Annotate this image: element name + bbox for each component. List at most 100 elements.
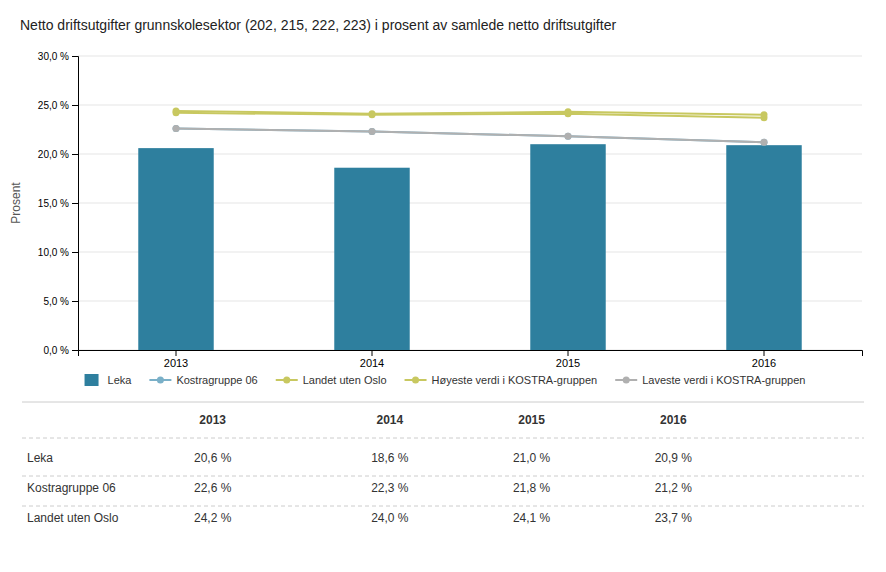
y-tick: 15,0 % (38, 198, 78, 209)
x-tick-mark (568, 350, 569, 356)
legend-label: Kostragruppe 06 (176, 374, 257, 386)
table-cell: 22,3 % (371, 481, 409, 495)
x-tick: 2014 (360, 350, 384, 369)
y-tick-mark (72, 105, 78, 106)
table-cell: 20,9 % (655, 451, 693, 465)
table-cell: 21,8 % (513, 481, 551, 495)
y-tick-label: 5,0 % (43, 296, 69, 307)
y-tick: 10,0 % (38, 247, 78, 258)
point (565, 133, 572, 140)
y-axis-title: Prosent (9, 182, 23, 224)
x-tick: 2016 (752, 350, 776, 369)
line (176, 129, 764, 143)
point (369, 128, 376, 135)
marks (138, 107, 801, 350)
legend-item: Høyeste verdi i KOSTRA-gruppen (405, 374, 598, 386)
y-tick-mark (72, 301, 78, 302)
y-tick: 30,0 % (38, 51, 78, 62)
line (176, 111, 764, 115)
point (761, 139, 768, 146)
grid (78, 56, 862, 350)
y-tick-label: 10,0 % (38, 247, 69, 258)
table-header: 2014 (376, 413, 403, 427)
x-tick-mark (372, 350, 373, 356)
legend-item: Laveste verdi i KOSTRA-gruppen (615, 374, 805, 386)
table-divider (22, 506, 864, 507)
table-cell: 21,2 % (655, 481, 693, 495)
y-tick: 5,0 % (43, 296, 78, 307)
table-cell: 22,6 % (194, 481, 232, 495)
point (173, 107, 180, 114)
bar-series (138, 144, 801, 350)
table-divider (22, 402, 864, 403)
x-tick: 2015 (556, 350, 580, 369)
point (369, 128, 376, 135)
x-tick-label: 2013 (164, 357, 188, 369)
legend-swatch-marker (623, 377, 630, 384)
y-tick-mark (72, 203, 78, 204)
legend-swatch-marker (412, 377, 419, 384)
legend-label: Høyeste verdi i KOSTRA-gruppen (432, 374, 598, 386)
y-axis-line (72, 57, 79, 351)
x-tick-label: 2016 (752, 357, 776, 369)
table-cell: 18,6 % (371, 451, 409, 465)
chart: Netto driftsutgifter grunnskolesektor (2… (0, 0, 886, 572)
legend-item: Kostragruppe 06 (149, 374, 257, 386)
bar (530, 144, 605, 350)
table-header: 2013 (199, 413, 226, 427)
y-tick-mark (72, 154, 78, 155)
plot: 0,0 % 5,0 % 10,0 % 15,0 % 20,0 % 25,0 % 30,0 %… (9, 51, 863, 369)
y-tick-label: 0,0 % (43, 345, 69, 356)
y-tick: 25,0 % (38, 100, 78, 111)
y-tick-label: 15,0 % (38, 198, 69, 209)
legend-label: Leka (108, 374, 133, 386)
x-axis-line (79, 351, 863, 357)
point (761, 111, 768, 118)
y-axis: 0,0 % 5,0 % 10,0 % 15,0 % 20,0 % 25,0 % 30,0 % (38, 51, 79, 356)
legend: Leka Kostragruppe 06 Landet uten Oslo Høyes… (85, 374, 806, 386)
y-tick: 20,0 % (38, 149, 78, 160)
table-divider (22, 438, 864, 439)
grid-line (78, 105, 862, 106)
bar (334, 168, 409, 350)
point (761, 139, 768, 146)
grid-line (78, 56, 862, 57)
title: Netto driftsutgifter grunnskolesektor (2… (20, 17, 616, 33)
point (173, 125, 180, 132)
line-series (173, 125, 768, 146)
table: 2013201420152016Leka20,6 %18,6 %21,0 %20… (22, 402, 864, 525)
y-tick-label: 20,0 % (38, 149, 69, 160)
line (176, 129, 764, 143)
table-header: 2016 (660, 413, 687, 427)
table-cell: 24,1 % (513, 511, 551, 525)
y-tick: 0,0 % (43, 345, 78, 356)
point (173, 125, 180, 132)
legend-label: Landet uten Oslo (303, 374, 387, 386)
line-series (173, 125, 768, 146)
x-tick-mark (176, 350, 177, 356)
bar (726, 145, 801, 350)
point (369, 111, 376, 118)
table-cell: 23,7 % (655, 511, 693, 525)
legend-swatch-marker (157, 377, 164, 384)
table-cell: 24,0 % (371, 511, 409, 525)
legend-item: Landet uten Oslo (276, 374, 387, 386)
table-cell: 24,2 % (194, 511, 232, 525)
y-tick-mark (72, 56, 78, 57)
table-row-label: Kostragruppe 06 (27, 481, 116, 495)
line-series (173, 109, 768, 121)
point (369, 110, 376, 117)
bar (138, 148, 213, 350)
x-tick-mark (764, 350, 765, 356)
legend-swatch-marker (283, 377, 290, 384)
table-header: 2015 (518, 413, 545, 427)
point (565, 133, 572, 140)
legend-label: Laveste verdi i KOSTRA-gruppen (642, 374, 805, 386)
x-axis: 2013 2014 2015 2016 (79, 350, 863, 369)
x-tick-label: 2015 (556, 357, 580, 369)
point (565, 108, 572, 115)
table-row-label: Leka (27, 451, 53, 465)
table-cell: 21,0 % (513, 451, 551, 465)
legend-item: Leka (85, 374, 133, 386)
x-tick: 2013 (164, 350, 188, 369)
